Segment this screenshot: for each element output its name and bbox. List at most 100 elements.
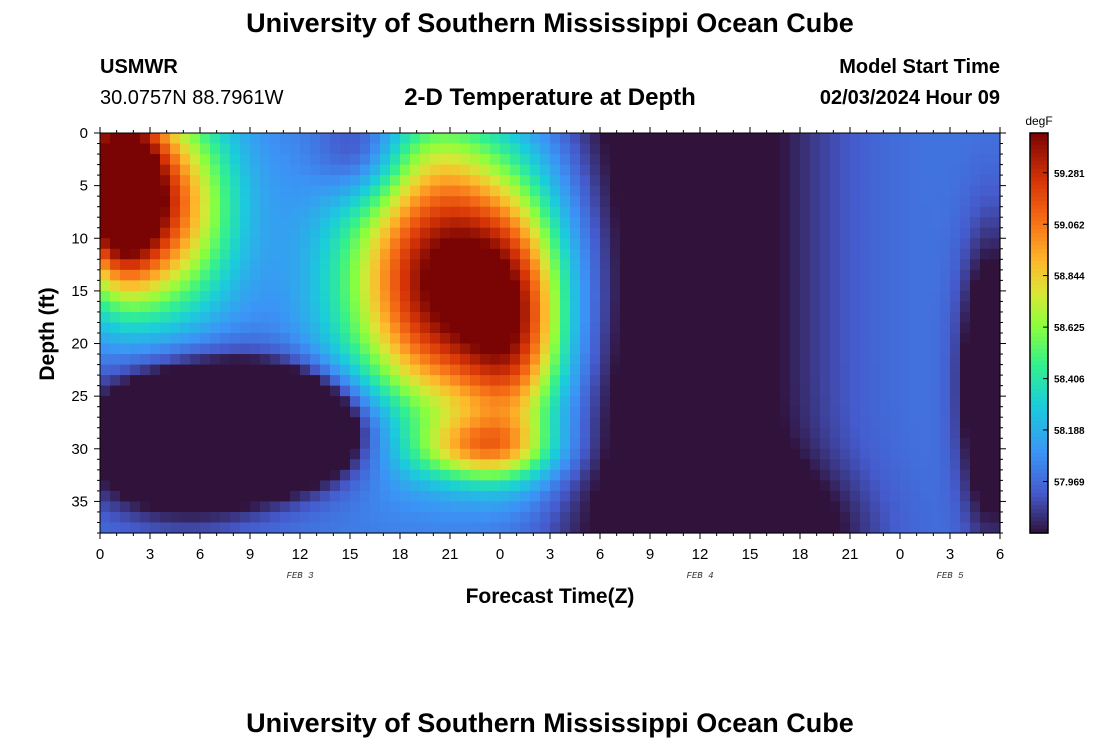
heatmap-cell bbox=[290, 511, 301, 524]
heatmap-cell bbox=[800, 164, 811, 176]
heatmap-cell bbox=[870, 511, 881, 524]
colorbar-segment bbox=[1030, 197, 1048, 202]
heatmap-cell bbox=[720, 490, 731, 503]
heatmap-cell bbox=[200, 227, 211, 239]
heatmap-cell bbox=[650, 364, 661, 376]
heatmap-cell bbox=[820, 417, 831, 429]
heatmap-cell bbox=[900, 427, 911, 439]
heatmap-cell bbox=[390, 459, 401, 471]
heatmap-cell bbox=[610, 490, 621, 503]
heatmap-cell bbox=[850, 417, 861, 429]
heatmap-cell bbox=[140, 248, 151, 260]
heatmap-cell bbox=[480, 396, 491, 408]
heatmap-cell bbox=[470, 469, 481, 481]
heatmap-cell bbox=[330, 133, 341, 145]
heatmap-cell bbox=[350, 164, 361, 176]
heatmap-cell bbox=[390, 448, 401, 460]
heatmap-cell bbox=[910, 301, 921, 313]
heatmap-cell bbox=[710, 175, 721, 187]
heatmap-cell bbox=[790, 238, 801, 250]
heatmap-cell bbox=[810, 248, 821, 260]
colorbar-segment bbox=[1030, 133, 1048, 138]
heatmap-cell bbox=[660, 154, 671, 166]
heatmap-cell bbox=[800, 427, 811, 439]
heatmap-cell bbox=[850, 343, 861, 355]
heatmap-cell bbox=[270, 290, 281, 303]
heatmap-cell bbox=[270, 248, 281, 260]
station-name: USMWR bbox=[100, 56, 178, 78]
heatmap-cell bbox=[660, 238, 671, 250]
heatmap-cell bbox=[290, 490, 301, 503]
heatmap-cell bbox=[740, 469, 751, 481]
heatmap-cell bbox=[490, 206, 501, 218]
x-axis-ticks: 0 3 6 9 12 15 18 21 0 3 6 9 12 15 18 21 0 3 6 bbox=[96, 127, 1004, 563]
heatmap-cell bbox=[640, 511, 651, 524]
heatmap-cell bbox=[360, 227, 371, 239]
heatmap-cell bbox=[100, 143, 111, 155]
heatmap-cell bbox=[300, 364, 311, 376]
heatmap-cell bbox=[470, 206, 481, 218]
heatmap-cell bbox=[520, 269, 531, 281]
heatmap-cell bbox=[840, 490, 851, 503]
heatmap-cell bbox=[850, 480, 861, 492]
heatmap-cell bbox=[940, 480, 951, 492]
heatmap-cell bbox=[780, 459, 791, 471]
heatmap-cell bbox=[620, 217, 631, 229]
heatmap-cell bbox=[890, 480, 901, 492]
heatmap-cell bbox=[650, 248, 661, 260]
heatmap-cell bbox=[410, 196, 421, 208]
heatmap-cell bbox=[680, 133, 691, 145]
heatmap-cell bbox=[950, 501, 961, 513]
heatmap-cell bbox=[930, 333, 941, 345]
heatmap-cell bbox=[360, 354, 371, 366]
heatmap-cell bbox=[880, 385, 891, 397]
heatmap-cell bbox=[970, 333, 981, 345]
heatmap-cell bbox=[810, 385, 821, 397]
heatmap-cell bbox=[800, 333, 811, 345]
heatmap-cell bbox=[850, 259, 861, 271]
heatmap-cell bbox=[340, 143, 351, 155]
heatmap-cell bbox=[420, 333, 431, 345]
heatmap-cell bbox=[630, 164, 641, 176]
heatmap-cell bbox=[380, 133, 391, 145]
heatmap-cell bbox=[280, 438, 291, 450]
heatmap-cell bbox=[180, 343, 191, 355]
heatmap-cell bbox=[280, 206, 291, 218]
heatmap-cell bbox=[950, 511, 961, 524]
heatmap-cell bbox=[930, 154, 941, 166]
heatmap-cell bbox=[560, 501, 571, 513]
heatmap-cell bbox=[710, 238, 721, 250]
heatmap-cell bbox=[480, 480, 491, 492]
heatmap-cell bbox=[210, 259, 221, 271]
heatmap-cell bbox=[190, 522, 201, 534]
heatmap-cell bbox=[900, 469, 911, 481]
heatmap-cell bbox=[190, 333, 201, 345]
heatmap-cell bbox=[590, 238, 601, 250]
colorbar-segment bbox=[1030, 141, 1048, 146]
heatmap-cell bbox=[840, 375, 851, 387]
heatmap-cell bbox=[330, 469, 341, 481]
heatmap-cell bbox=[170, 322, 181, 334]
heatmap-cell bbox=[430, 206, 441, 218]
heatmap-cell bbox=[930, 301, 941, 313]
heatmap-cell bbox=[710, 311, 721, 324]
heatmap-cell bbox=[830, 459, 841, 471]
heatmap-cell bbox=[270, 301, 281, 313]
heatmap-cell bbox=[640, 238, 651, 250]
heatmap-cell bbox=[130, 143, 141, 155]
heatmap-cell bbox=[740, 290, 751, 303]
heatmap-cell bbox=[450, 406, 461, 418]
heatmap-cell bbox=[900, 522, 911, 534]
heatmap-cell bbox=[100, 196, 111, 208]
heatmap-cell bbox=[400, 354, 411, 366]
heatmap-cell bbox=[560, 406, 571, 418]
heatmap-cell bbox=[240, 185, 251, 197]
heatmap-cell bbox=[740, 259, 751, 271]
heatmap-cell bbox=[570, 333, 581, 345]
heatmap-cell bbox=[170, 301, 181, 313]
heatmap-cell bbox=[830, 217, 841, 229]
heatmap-cell bbox=[380, 333, 391, 345]
heatmap-cell bbox=[910, 259, 921, 271]
heatmap-cell bbox=[230, 290, 241, 303]
heatmap-cell bbox=[640, 343, 651, 355]
